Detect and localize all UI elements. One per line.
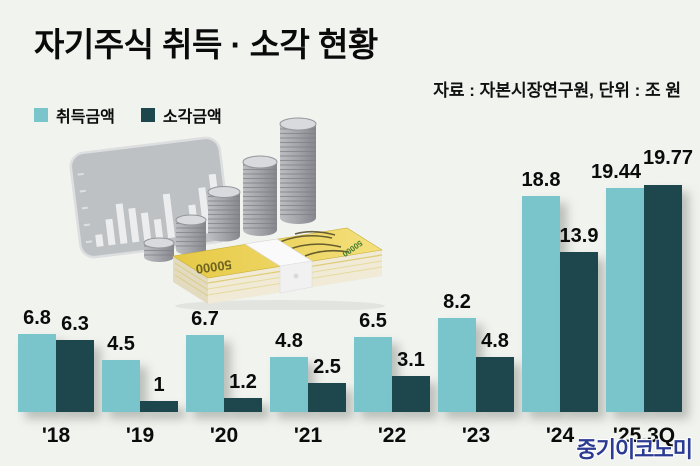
bar-acquired bbox=[186, 334, 224, 412]
category-label: '18 bbox=[41, 424, 71, 447]
watermark-logo: 중기이코노미 bbox=[576, 437, 693, 462]
bar-acquired bbox=[522, 195, 560, 412]
bar-wrap: 13.9 bbox=[560, 226, 598, 412]
legend-item: 취득금액 bbox=[34, 103, 115, 127]
bar-group: 8.2 4.8 '23 bbox=[438, 292, 514, 446]
legend-swatch bbox=[140, 108, 155, 122]
legend-label: 취득금액 bbox=[56, 109, 115, 126]
bar-wrap: 1.2 bbox=[224, 372, 262, 412]
bar-cancelled bbox=[140, 400, 178, 412]
bar-acquired bbox=[606, 188, 644, 412]
bar-cancelled bbox=[560, 252, 598, 412]
bar-group: 19.44 19.77 '25.3Q bbox=[591, 148, 693, 447]
value-label: 2.5 bbox=[313, 356, 341, 379]
note-denomination: 50000 bbox=[195, 257, 233, 277]
category-label: '19 bbox=[125, 424, 155, 447]
value-label: 19.77 bbox=[642, 146, 694, 169]
category-label: '21 bbox=[293, 424, 323, 447]
bar-wrap: 3.1 bbox=[392, 350, 430, 412]
bar-group: 6.5 3.1 '22 bbox=[354, 311, 430, 446]
bar-cancelled bbox=[308, 383, 346, 412]
category-label: '23 bbox=[461, 424, 491, 447]
bar-wrap: 18.8 bbox=[522, 170, 560, 412]
bar-group: 6.7 1.2 '20 bbox=[186, 309, 262, 446]
bar-pair: 6.7 1.2 bbox=[186, 309, 262, 412]
legend-label: 소각금액 bbox=[162, 109, 222, 126]
bar-cancelled bbox=[392, 376, 430, 412]
value-label: 6.3 bbox=[61, 312, 89, 335]
legend-swatch bbox=[34, 108, 48, 122]
value-label: 1 bbox=[153, 373, 165, 396]
bar-wrap: 6.3 bbox=[56, 314, 94, 412]
bar-wrap: 1 bbox=[140, 373, 178, 412]
bar-pair: 8.2 4.8 bbox=[438, 292, 514, 412]
bar-acquired bbox=[270, 356, 308, 412]
bar-wrap: 4.5 bbox=[102, 334, 140, 412]
coin-stack-icon bbox=[242, 155, 278, 236]
coin-stack-icon bbox=[143, 237, 175, 262]
bar-group: 4.8 2.5 '21 bbox=[270, 331, 346, 446]
bar-group: 6.8 6.3 '18 bbox=[18, 308, 94, 446]
bar-pair: 18.8 13.9 bbox=[522, 170, 598, 412]
bar-wrap: 19.77 bbox=[643, 148, 693, 412]
category-label: '25.3Q bbox=[612, 424, 676, 447]
coin-stack-icon bbox=[175, 214, 207, 255]
bar-group: 4.5 1'19 bbox=[102, 334, 178, 446]
bar-wrap: 6.5 bbox=[354, 311, 392, 412]
value-label: 18.8 bbox=[521, 168, 561, 191]
coin-stack-icon bbox=[279, 117, 317, 224]
value-label: 1.2 bbox=[229, 371, 257, 394]
bar-group: 18.8 13.9 '24 bbox=[522, 170, 599, 447]
category-label: '20 bbox=[209, 424, 239, 447]
category-label: '22 bbox=[377, 424, 407, 447]
value-label: 3.1 bbox=[397, 349, 425, 372]
bar-cancelled bbox=[644, 184, 682, 412]
page-title: 자기주식 취득 · 소각 현황 bbox=[34, 26, 378, 63]
value-label: 19.44 bbox=[590, 161, 642, 184]
bar-pair: 4.5 1 bbox=[102, 334, 178, 412]
value-label: 4.5 bbox=[107, 333, 135, 356]
bar-acquired bbox=[18, 333, 56, 412]
bar-wrap: 8.2 bbox=[438, 292, 476, 412]
bar-cancelled bbox=[476, 356, 514, 412]
money-illustration-svg: 50000 50000 bbox=[69, 117, 385, 312]
value-label: 4.8 bbox=[275, 329, 303, 352]
money-illustration: 50000 50000 bbox=[55, 110, 385, 312]
value-label: 6.5 bbox=[359, 310, 387, 333]
bar-wrap: 6.7 bbox=[186, 309, 224, 412]
legend-item: 소각금액 bbox=[140, 103, 222, 127]
bar-wrap: 6.8 bbox=[18, 308, 56, 412]
bar-pair: 4.8 2.5 bbox=[270, 331, 346, 412]
value-label: 6.7 bbox=[191, 307, 219, 330]
bar-wrap: 2.5 bbox=[308, 357, 346, 412]
bar-wrap: 4.8 bbox=[270, 331, 308, 412]
bar-pair: 6.5 3.1 bbox=[354, 311, 430, 412]
value-label: 4.8 bbox=[481, 329, 509, 352]
bar-wrap: 19.44 bbox=[591, 162, 644, 412]
value-label: 13.9 bbox=[559, 225, 599, 248]
note-artwork bbox=[279, 230, 350, 257]
bar-acquired bbox=[102, 360, 140, 412]
band-seal bbox=[293, 273, 299, 279]
bar-cancelled bbox=[224, 398, 262, 412]
ground-shadow bbox=[175, 300, 385, 312]
value-label: 8.2 bbox=[443, 290, 471, 313]
legend: 취득금액 소각금액 bbox=[34, 103, 222, 127]
bar-pair: 19.44 19.77 bbox=[591, 148, 693, 412]
bar-chart: 6.8 6.3'18 4.5 1'19 6.7 1.2'20 4.8 2.5'21 6.5 3.1… bbox=[18, 148, 693, 447]
category-label: '24 bbox=[545, 424, 575, 447]
source-note: 자료 : 자본시장연구원, 단위 : 조 원 bbox=[433, 81, 681, 100]
bar-acquired bbox=[438, 317, 476, 412]
value-label: 6.8 bbox=[23, 306, 51, 329]
money-bundle-icon: 50000 50000 bbox=[172, 227, 383, 304]
bar-acquired bbox=[354, 337, 392, 412]
bar-pair: 6.8 6.3 bbox=[18, 308, 94, 412]
bar-wrap: 4.8 bbox=[476, 331, 514, 412]
coin-stack-icon bbox=[207, 186, 241, 242]
bar-cancelled bbox=[56, 339, 94, 412]
